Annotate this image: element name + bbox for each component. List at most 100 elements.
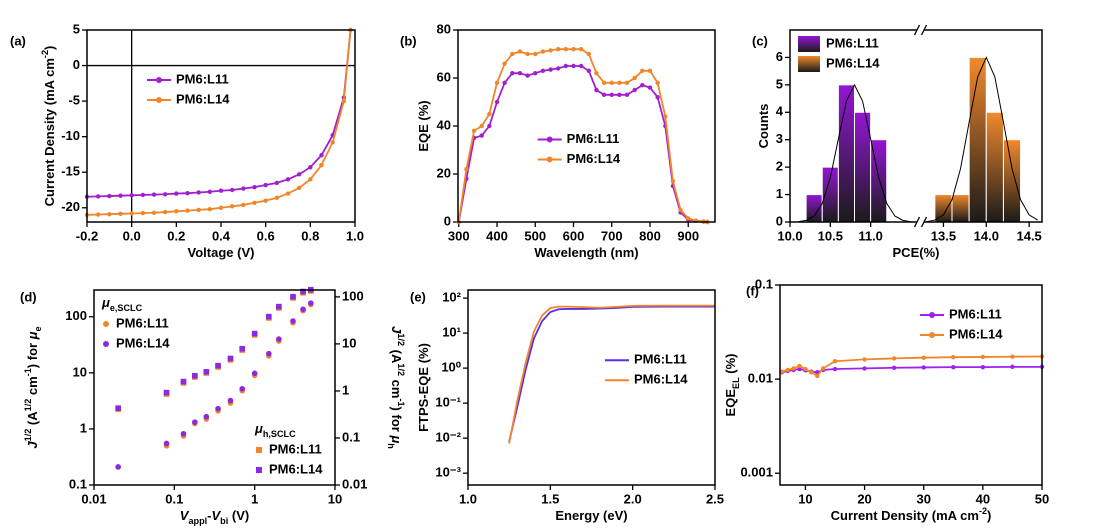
- label-part: (A: [389, 346, 404, 364]
- marker: [502, 80, 507, 86]
- y-tick-label: -20: [61, 199, 80, 214]
- marker: [546, 136, 553, 143]
- x-tick-label: 1: [251, 491, 258, 506]
- marker: [921, 365, 926, 370]
- plot-frame: [789, 29, 1043, 223]
- marker: [218, 205, 224, 210]
- label-part: EQE (%): [416, 100, 431, 151]
- y-tick-label: 10⁻¹: [435, 395, 461, 410]
- y-tick-label: 1: [776, 186, 783, 201]
- marker: [578, 47, 584, 52]
- label-part: Counts: [756, 104, 771, 149]
- marker: [655, 80, 660, 86]
- x-tick-label: 800: [639, 228, 661, 243]
- panel-label: (a): [10, 33, 26, 48]
- legend-label: PM6:L11: [176, 71, 229, 86]
- marker: [156, 77, 162, 83]
- marker: [252, 184, 257, 190]
- y-tick-label: 100: [65, 308, 87, 323]
- marker: [980, 354, 986, 360]
- y-axis-label: J1/2 (A1/2 cm-1) for μe: [23, 326, 43, 448]
- y-tick-label: 0.01: [748, 371, 773, 386]
- legend-label: PM6:L11: [826, 35, 879, 50]
- marker: [647, 68, 653, 74]
- y-tick-label: 2: [776, 159, 783, 174]
- marker: [118, 211, 123, 217]
- label-part: bi: [220, 516, 228, 526]
- label-part: cm: [25, 376, 40, 398]
- x-axis-label: Current Density (mA cm-2): [831, 506, 992, 523]
- label-part: V: [180, 508, 190, 523]
- marker: [494, 99, 500, 105]
- label-part: Energy (eV): [555, 508, 627, 523]
- legend-label: PM6:L14: [116, 335, 170, 350]
- marker: [471, 128, 477, 133]
- marker: [555, 66, 561, 71]
- label-part: cm: [389, 376, 404, 398]
- marker: [185, 191, 190, 196]
- x-tick-label: 13.5: [931, 228, 956, 243]
- marker: [107, 193, 112, 199]
- label-part: -: [207, 508, 211, 523]
- y-tick-label: 0: [444, 213, 451, 228]
- label-part: Current Density (mA cm: [42, 58, 57, 206]
- label-part: μ: [101, 295, 110, 310]
- marker: [678, 207, 683, 213]
- label-part: appl: [188, 516, 207, 526]
- marker: [290, 318, 296, 324]
- marker: [300, 306, 306, 313]
- marker: [263, 182, 268, 188]
- y-tick-label: 3: [776, 131, 783, 146]
- x-tick-label: 14.0: [974, 228, 999, 243]
- y-axis-label: Current Density (mA cm-2): [40, 46, 57, 207]
- marker: [285, 191, 291, 196]
- marker: [479, 133, 484, 138]
- marker: [103, 321, 109, 327]
- marker: [151, 210, 157, 215]
- label-part: J: [389, 326, 404, 334]
- y-tick-label: 0: [776, 213, 783, 228]
- y-axis-label: FTPS-EQE (%): [416, 343, 431, 432]
- label-part: μ: [389, 434, 404, 443]
- panel-label: (d): [20, 289, 37, 304]
- marker: [563, 63, 569, 69]
- marker: [229, 187, 235, 193]
- label-part: 1/2: [396, 363, 406, 376]
- marker: [162, 192, 168, 197]
- marker: [207, 207, 213, 212]
- marker: [256, 447, 262, 453]
- marker: [891, 365, 897, 370]
- label-part: -2: [40, 50, 50, 58]
- axis-break: [920, 216, 928, 228]
- marker: [95, 194, 101, 199]
- marker: [1010, 354, 1015, 359]
- bar: [934, 194, 953, 223]
- marker: [797, 366, 802, 372]
- y-tick-label: -5: [68, 93, 80, 108]
- x-tick-label: 10.5: [818, 228, 843, 243]
- marker: [203, 369, 210, 375]
- legend-label: PM6:L11: [567, 131, 620, 146]
- marker: [594, 87, 599, 93]
- x-tick-label: 40: [976, 491, 990, 506]
- marker: [686, 216, 691, 221]
- x-tick-label: 11.0: [858, 228, 883, 243]
- marker: [640, 83, 645, 88]
- marker: [980, 364, 986, 370]
- bar: [837, 84, 855, 223]
- marker: [95, 212, 101, 217]
- marker: [192, 419, 198, 425]
- series-line: [86, 29, 352, 198]
- x-tick-label: 0.1: [165, 491, 183, 506]
- marker: [308, 177, 313, 182]
- label-part: EL: [731, 377, 741, 389]
- marker: [663, 114, 668, 119]
- marker: [921, 355, 926, 360]
- panel-label: (b): [400, 33, 417, 48]
- marker: [174, 191, 179, 196]
- marker: [156, 97, 162, 103]
- marker: [891, 356, 897, 361]
- marker: [510, 71, 515, 76]
- legend-label: PM6:L11: [949, 306, 1002, 321]
- marker: [510, 51, 515, 57]
